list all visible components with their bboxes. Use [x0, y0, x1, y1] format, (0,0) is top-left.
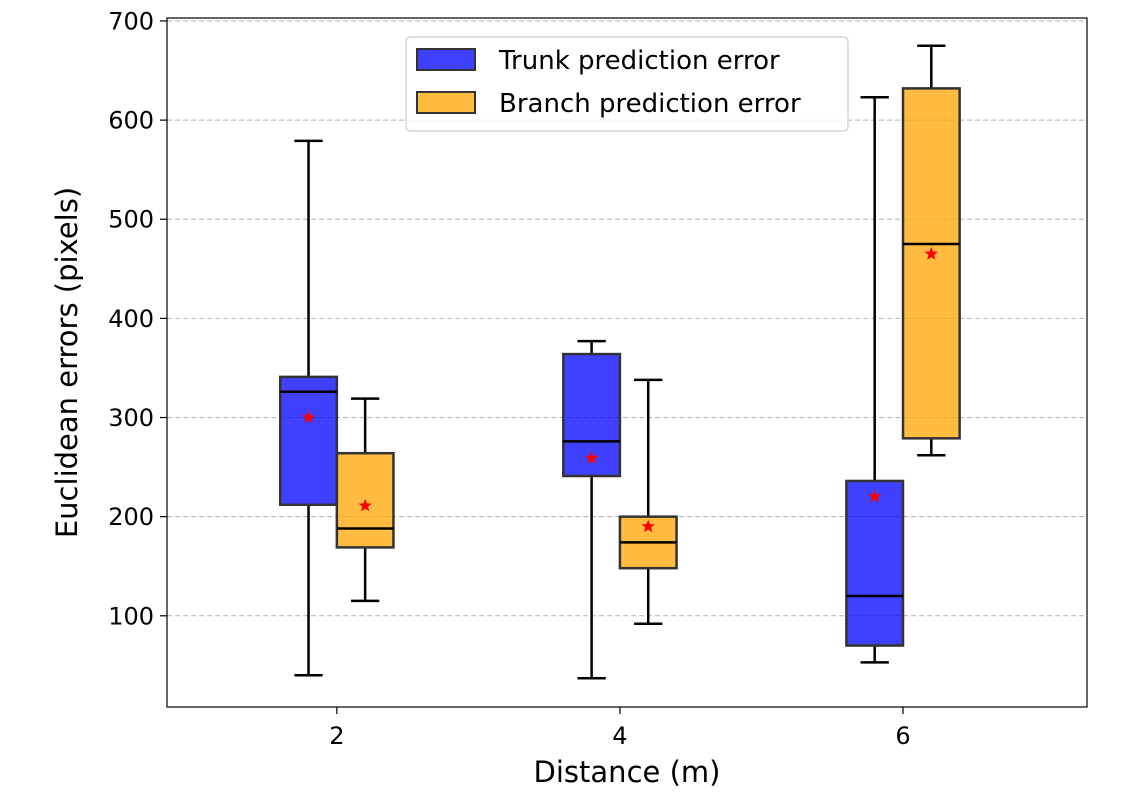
- legend-swatch-branch: [416, 91, 476, 114]
- legend-frame: [405, 36, 849, 132]
- legend-swatch-trunk: [416, 48, 476, 71]
- x-axis-ticks: 2 4 6: [329, 707, 911, 750]
- y-tick-label-100: 100: [108, 602, 154, 630]
- trunk-box-4: [562, 339, 622, 680]
- branch-box-4: [618, 378, 678, 625]
- y-tick-label-700: 700: [108, 7, 154, 35]
- branch-box-2: [335, 397, 395, 603]
- trunk-box-6: [845, 96, 905, 664]
- y-axis-title: Euclidean errors (pixels): [50, 187, 84, 538]
- branch-mean-marker: [358, 498, 372, 512]
- y-axis-ticks: 100 200 300 400 500 600 700: [108, 7, 167, 630]
- x-tick-label-2: 2: [329, 722, 344, 750]
- x-tick-label-4: 4: [612, 722, 627, 750]
- trunk-mean-marker: [584, 451, 599, 464]
- y-tick-label-400: 400: [108, 305, 154, 333]
- trunk-box-2: [278, 139, 339, 677]
- legend-label-trunk: Trunk prediction error: [498, 46, 780, 76]
- x-axis-title: Distance (m): [534, 755, 721, 789]
- x-tick-label-6: 6: [895, 722, 910, 750]
- y-tick-label-500: 500: [108, 206, 154, 234]
- box-plot-series: [278, 44, 961, 680]
- branch-mean-marker: [924, 246, 938, 260]
- axes-frame: [166, 17, 1088, 708]
- branch-iqr-box: [901, 87, 961, 440]
- trunk-mean-marker: [301, 410, 316, 424]
- y-tick-label-600: 600: [108, 107, 154, 135]
- y-tick-label-300: 300: [108, 404, 154, 432]
- legend: Trunk prediction error Branch prediction…: [405, 36, 849, 132]
- branch-box-6: [901, 44, 961, 457]
- trunk-mean-marker: [868, 489, 882, 503]
- trunk-iqr-box: [278, 375, 339, 507]
- branch-mean-marker: [641, 519, 655, 533]
- trunk-iqr-box: [845, 479, 905, 647]
- y-tick-label-200: 200: [108, 503, 154, 531]
- legend-label-branch: Branch prediction error: [499, 89, 801, 119]
